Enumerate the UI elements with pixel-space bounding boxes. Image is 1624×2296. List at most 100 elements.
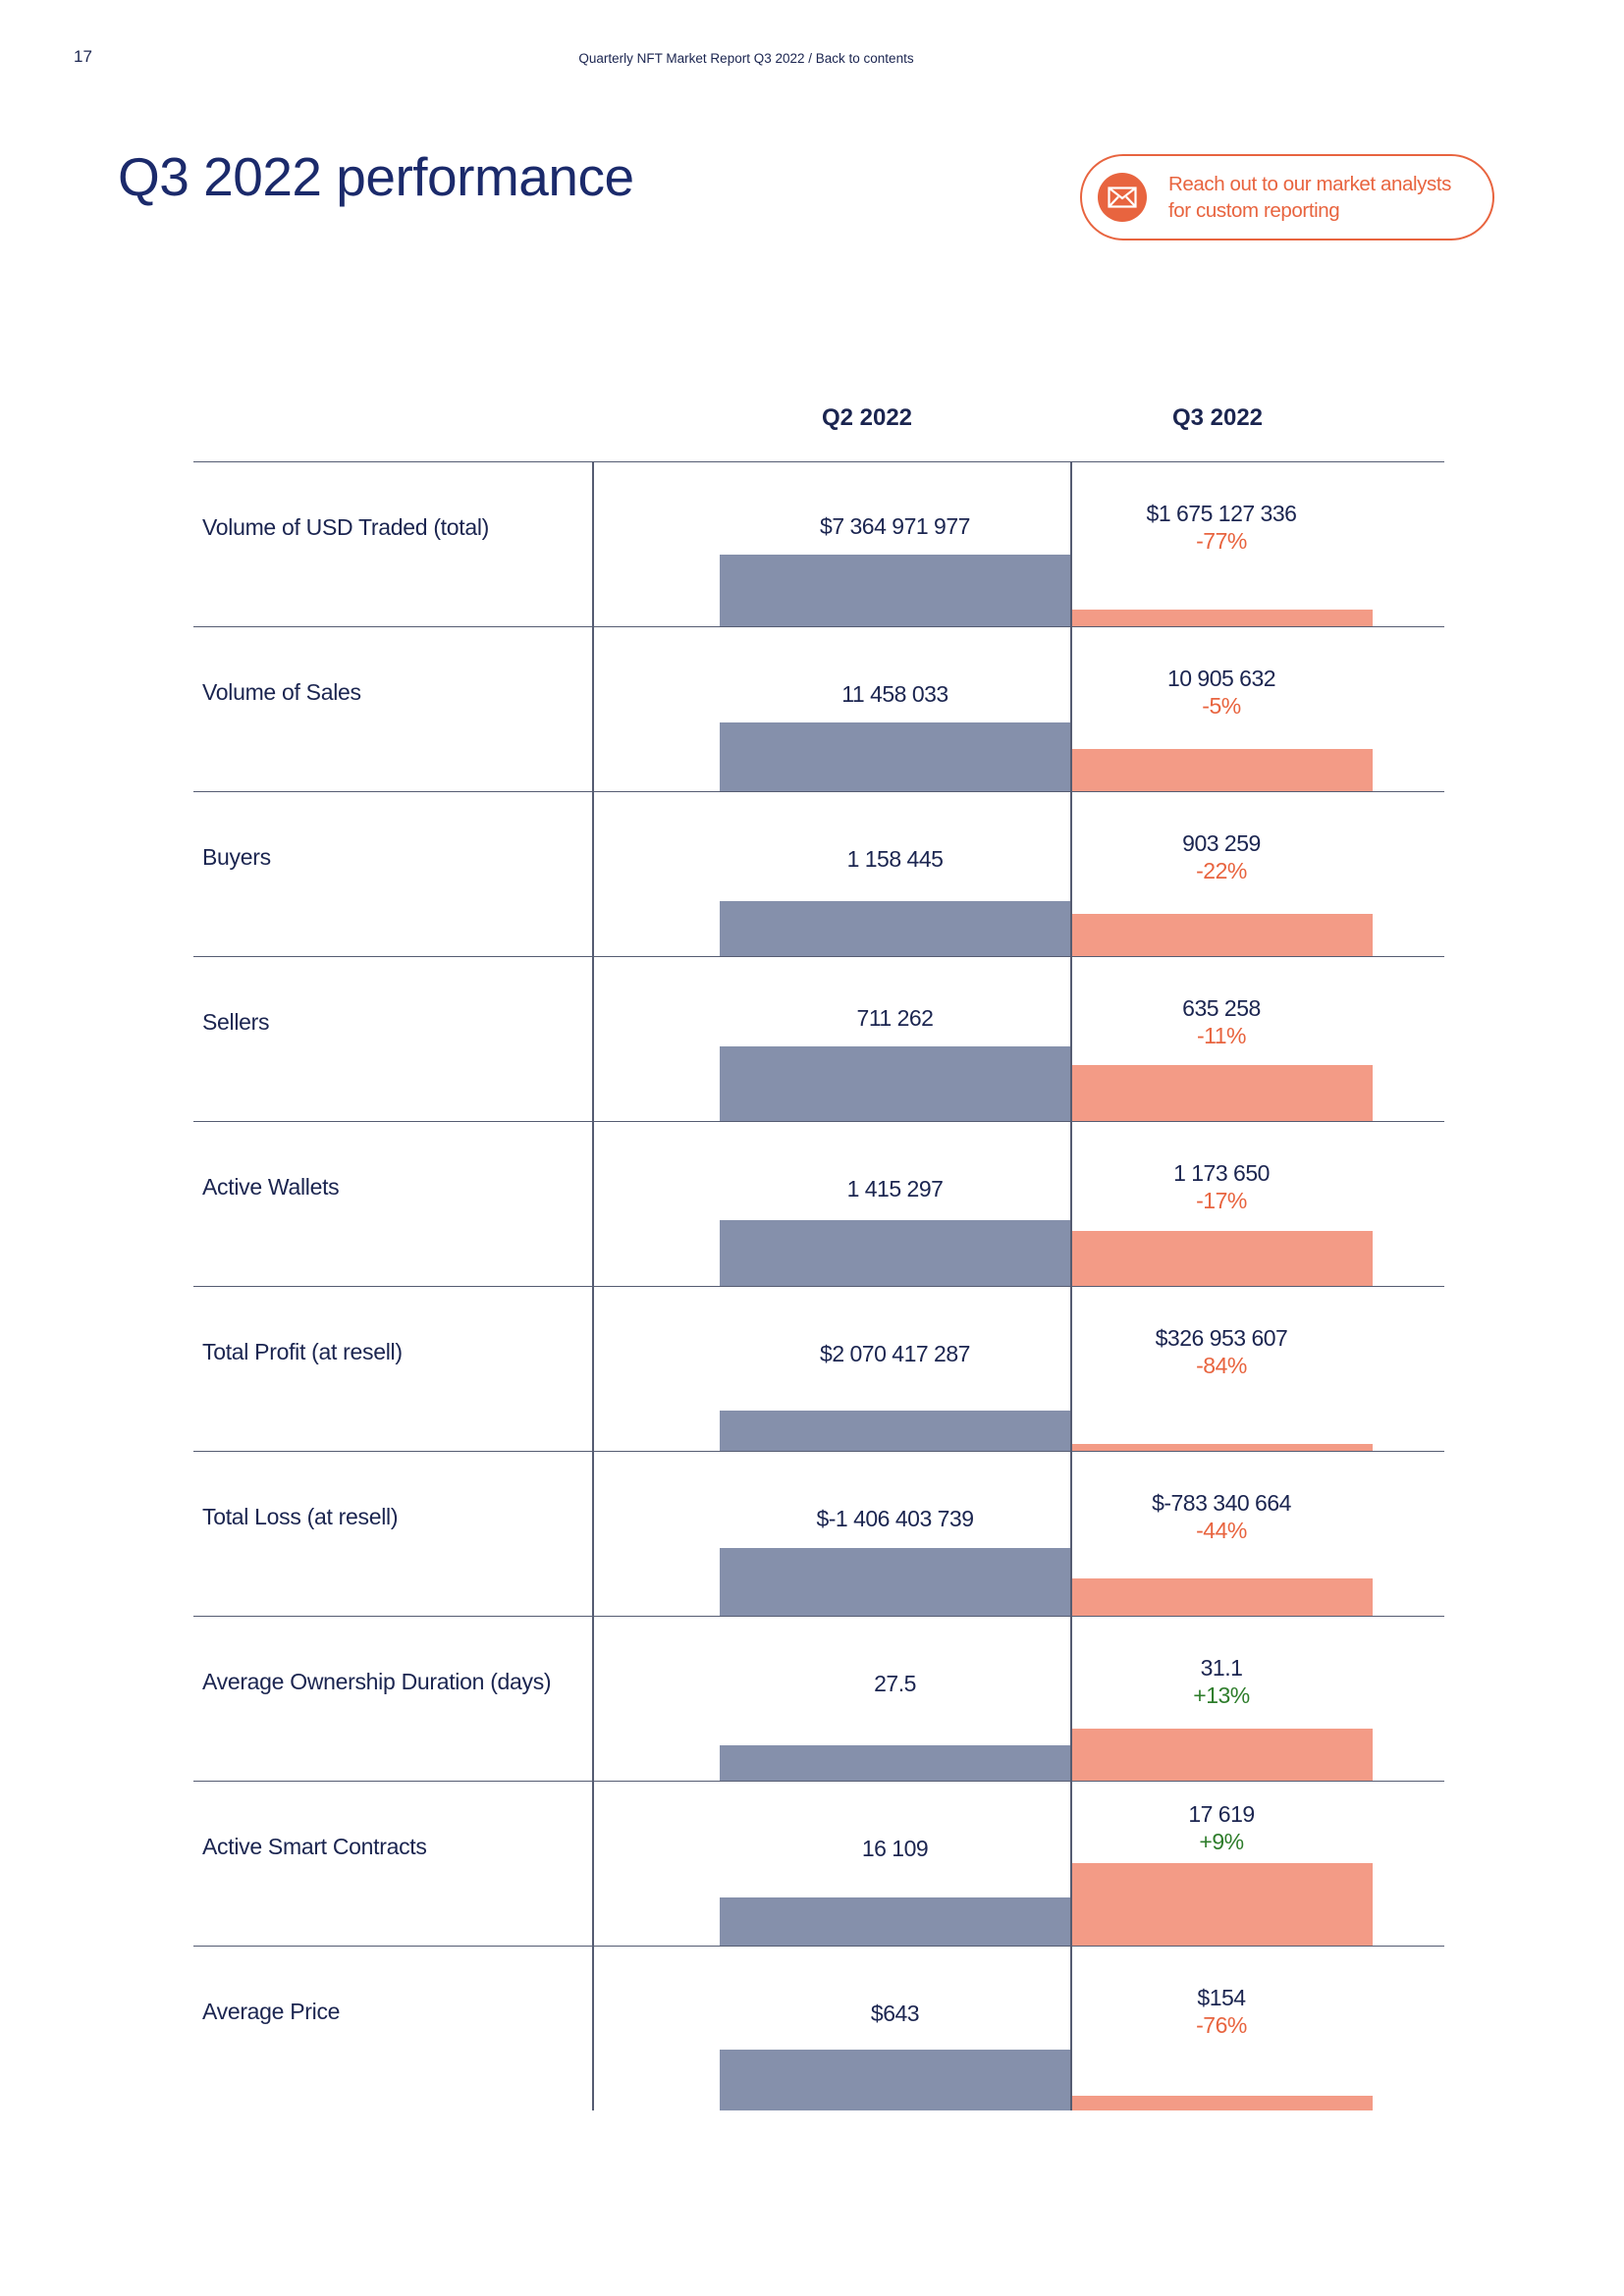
q2-value: $-1 406 403 739 [816, 1506, 974, 1531]
q3-cell: $154 -76% [1070, 1984, 1373, 2039]
performance-table: Volume of USD Traded (total) $7 364 971 9… [193, 461, 1444, 2110]
change-badge: -76% [1196, 2012, 1247, 2038]
row-divider [592, 462, 594, 626]
change-badge: -44% [1196, 1518, 1247, 1543]
row-label: Volume of USD Traded (total) [202, 514, 490, 540]
table-row: Volume of Sales 11 458 033 10 905 632 -5% [193, 626, 1444, 791]
table-row: Average Ownership Duration (days) 27.5 31.… [193, 1616, 1444, 1781]
row-label: Buyers [202, 844, 271, 870]
row-divider [592, 1122, 594, 1286]
q3-bar [1070, 2096, 1373, 2110]
q3-cell: 31.1 +13% [1070, 1654, 1373, 1709]
q3-bar [1070, 749, 1373, 791]
q3-bar [1070, 1729, 1373, 1781]
q3-value: $154 [1197, 1985, 1246, 2010]
q3-bar [1070, 1444, 1373, 1451]
q3-value: 31.1 [1200, 1655, 1243, 1681]
q2-bar [720, 1411, 1070, 1451]
change-badge: -77% [1196, 528, 1247, 554]
q3-bar [1070, 610, 1373, 626]
header-separator: / [804, 51, 816, 66]
q2-bar [720, 1745, 1070, 1781]
change-badge: -11% [1197, 1023, 1247, 1048]
q2-value: 16 109 [861, 1836, 929, 1861]
q3-bar [1070, 1863, 1373, 1946]
q2-value: 11 458 033 [841, 681, 948, 707]
row-divider [592, 792, 594, 956]
column-divider [1070, 1617, 1072, 1781]
q2-value: 711 262 [856, 1005, 934, 1031]
q3-value: 635 258 [1182, 995, 1261, 1021]
q3-bar [1070, 914, 1373, 956]
back-to-contents-link[interactable]: Back to contents [815, 51, 914, 66]
page-number: 17 [74, 47, 92, 66]
column-divider [1070, 1287, 1072, 1451]
q3-bar [1070, 1231, 1373, 1286]
table-row: Active Smart Contracts 16 109 17 619 +9% [193, 1781, 1444, 1946]
page-header: Quarterly NFT Market Report Q3 2022 / Ba… [0, 51, 1492, 66]
column-divider [1070, 957, 1072, 1121]
row-divider [592, 1782, 594, 1946]
table-row: Active Wallets 1 415 297 1 173 650 -17% [193, 1121, 1444, 1286]
change-badge: -84% [1196, 1353, 1247, 1378]
q2-bar [720, 1548, 1070, 1616]
change-badge: -5% [1202, 693, 1241, 719]
q3-value: $1 675 127 336 [1146, 501, 1297, 526]
column-divider [1070, 1452, 1072, 1616]
column-header-q2: Q2 2022 [821, 404, 913, 431]
envelope-icon [1098, 173, 1147, 222]
q3-cell: 1 173 650 -17% [1070, 1159, 1373, 1214]
q3-value: $-783 340 664 [1152, 1490, 1291, 1516]
column-divider [1070, 627, 1072, 791]
change-badge: +13% [1193, 1682, 1250, 1708]
q2-value: 1 415 297 [846, 1176, 944, 1201]
page-title: Q3 2022 performance [118, 146, 634, 207]
row-label: Average Price [202, 1999, 341, 2024]
q2-value: 27.5 [874, 1671, 916, 1696]
q3-bar [1070, 1065, 1373, 1121]
q2-bar [720, 722, 1070, 791]
cta-line-1: Reach out to our market analysts [1168, 173, 1452, 195]
q3-cell: 635 258 -11% [1070, 994, 1373, 1049]
row-label: Active Smart Contracts [202, 1834, 427, 1859]
q2-value: $2 070 417 287 [820, 1341, 970, 1366]
contact-analysts-button[interactable]: Reach out to our market analysts for cus… [1080, 154, 1494, 240]
row-label: Average Ownership Duration (days) [202, 1669, 552, 1694]
report-title: Quarterly NFT Market Report Q3 2022 [578, 51, 805, 66]
q3-cell: 903 259 -22% [1070, 829, 1373, 884]
q3-cell: 10 905 632 -5% [1070, 665, 1373, 720]
row-label: Total Profit (at resell) [202, 1339, 403, 1364]
q2-bar [720, 901, 1070, 956]
q3-value: $326 953 607 [1155, 1325, 1288, 1351]
q3-bar [1070, 1578, 1373, 1616]
table-row: Total Profit (at resell) $2 070 417 287 $3… [193, 1286, 1444, 1451]
row-divider [592, 1617, 594, 1781]
q2-bar [720, 1897, 1070, 1946]
column-divider [1070, 792, 1072, 956]
q3-cell: $326 953 607 -84% [1070, 1324, 1373, 1379]
change-badge: +9% [1199, 1829, 1244, 1854]
cta-line-2: for custom reporting [1168, 199, 1340, 222]
q3-cell: 17 619 +9% [1070, 1800, 1373, 1855]
q2-bar [720, 2050, 1070, 2110]
table-row: Sellers 711 262 635 258 -11% [193, 956, 1444, 1121]
table-row: Buyers 1 158 445 903 259 -22% [193, 791, 1444, 956]
row-label: Volume of Sales [202, 679, 361, 705]
q2-value: 1 158 445 [846, 846, 944, 872]
row-label: Sellers [202, 1009, 270, 1035]
row-label: Total Loss (at resell) [202, 1504, 399, 1529]
row-divider [592, 957, 594, 1121]
q2-value: $7 364 971 977 [820, 513, 970, 539]
q2-bar [720, 1046, 1070, 1121]
change-badge: -22% [1196, 858, 1247, 883]
column-divider [1070, 1947, 1072, 2110]
row-label: Active Wallets [202, 1174, 340, 1200]
change-badge: -17% [1196, 1188, 1247, 1213]
table-row: Total Loss (at resell) $-1 406 403 739 $-7… [193, 1451, 1444, 1616]
row-divider [592, 627, 594, 791]
row-divider [592, 1452, 594, 1616]
q2-value: $643 [870, 2001, 920, 2026]
q3-value: 17 619 [1188, 1801, 1255, 1827]
column-divider [1070, 462, 1072, 626]
q3-cell: $-783 340 664 -44% [1070, 1489, 1373, 1544]
